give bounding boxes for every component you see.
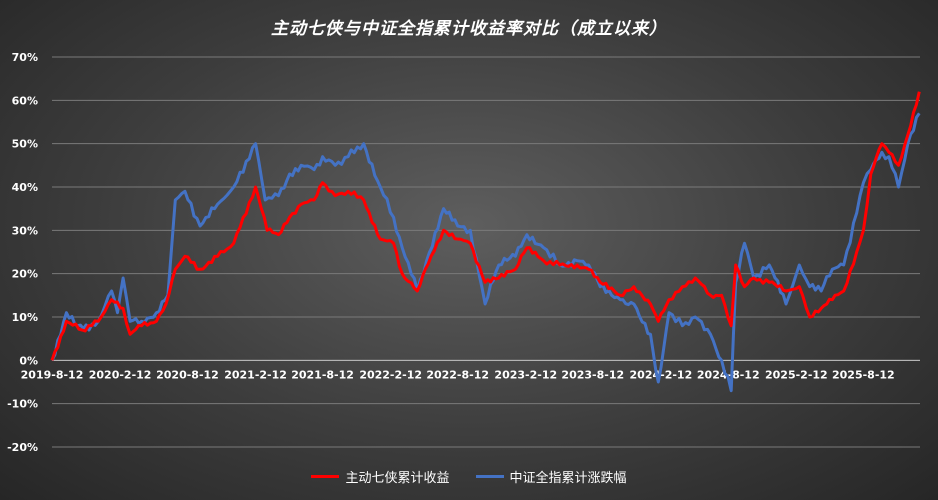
x-tick-label: 2021-8-12 xyxy=(291,368,354,381)
legend-item-series-2: 中证全指累计涨跌幅 xyxy=(475,467,627,486)
y-tick-label: 20% xyxy=(12,268,38,281)
legend-swatch-series-1 xyxy=(311,475,340,478)
x-tick-label: 2022-8-12 xyxy=(426,368,489,381)
y-tick-label: -20% xyxy=(7,441,38,454)
legend-item-series-1: 主动七侠累计收益 xyxy=(311,467,450,486)
x-tick-label: 2020-8-12 xyxy=(156,368,219,381)
y-tick-label: 40% xyxy=(12,181,38,194)
y-tick-label: 50% xyxy=(12,138,38,151)
legend: 主动七侠累计收益 中证全指累计涨跌幅 xyxy=(0,467,938,486)
y-tick-label: 10% xyxy=(12,311,38,324)
series-line-2 xyxy=(50,112,921,393)
legend-swatch-series-2 xyxy=(475,475,504,478)
x-tick-label: 2022-2-12 xyxy=(359,368,422,381)
y-tick-label: 30% xyxy=(12,224,38,237)
x-tick-label: 2020-2-12 xyxy=(89,368,152,381)
y-tick-label: 0% xyxy=(19,354,38,367)
x-tick-label: 2023-2-12 xyxy=(494,368,557,381)
x-tick-label: 2019-8-12 xyxy=(21,368,84,381)
x-tick-label: 2025-2-12 xyxy=(765,368,828,381)
chart-title: 主动七侠与中证全指累计收益率对比（成立以来） xyxy=(271,19,667,39)
y-tick-label: -10% xyxy=(7,398,38,411)
x-tick-label: 2025-8-12 xyxy=(832,368,895,381)
y-tick-label: 70% xyxy=(12,51,38,64)
series-line-1 xyxy=(50,91,921,361)
legend-label-series-2: 中证全指累计涨跌幅 xyxy=(509,471,627,486)
legend-label-series-1: 主动七侠累计收益 xyxy=(345,471,450,486)
y-tick-label: 60% xyxy=(12,94,38,107)
x-tick-label: 2023-8-12 xyxy=(561,368,624,381)
x-tick-label: 2021-2-12 xyxy=(224,368,287,381)
